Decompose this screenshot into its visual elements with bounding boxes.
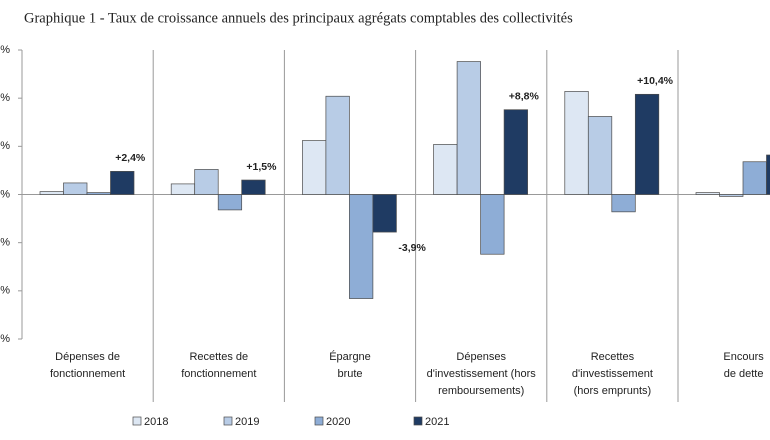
legend-label: 2021 <box>425 416 449 428</box>
value-label: +1,5% <box>246 161 277 173</box>
x-tick-label: Recettes de <box>189 351 248 363</box>
x-tick-label: fonctionnement <box>181 368 256 380</box>
bar <box>587 116 613 195</box>
y-tick-label: -10% <box>0 285 10 297</box>
value-label: +2,4% <box>115 152 146 164</box>
bar <box>170 183 196 195</box>
bar <box>564 91 589 195</box>
legend-swatch <box>223 416 233 426</box>
y-tick-label: 0% <box>0 188 10 200</box>
bar <box>325 95 350 195</box>
bar <box>194 169 219 195</box>
legend-swatch <box>413 416 423 426</box>
x-tick-label: Épargne <box>329 350 371 363</box>
x-tick-label: Dépenses de <box>55 351 120 363</box>
legend-swatch <box>314 416 324 426</box>
chart-title: Graphique 1 - Taux de croissance annuels… <box>24 10 573 26</box>
bar <box>349 194 374 299</box>
y-tick-label: 5% <box>0 140 10 152</box>
bar <box>456 61 481 195</box>
x-tick-label: fonctionnement <box>50 368 125 380</box>
y-tick-label: -15% <box>0 333 10 345</box>
bar <box>634 93 660 195</box>
x-tick-label: de dette <box>724 368 764 380</box>
x-tick-label: d'investissement <box>572 368 653 380</box>
bar <box>372 194 397 233</box>
bar <box>86 192 111 195</box>
bar <box>480 194 505 255</box>
x-tick-label: Encours <box>723 351 764 363</box>
legend-label: 2018 <box>144 416 168 428</box>
legend-swatch <box>132 416 142 426</box>
legend-label: 2020 <box>326 416 350 428</box>
bar <box>39 191 64 195</box>
bar <box>302 140 327 195</box>
x-tick-label: Recettes <box>591 351 635 363</box>
value-label: +10,4% <box>637 75 674 87</box>
x-tick-label: d'investissement (hors <box>427 368 537 380</box>
x-tick-label: remboursements) <box>438 385 524 397</box>
bar <box>241 179 266 195</box>
bar <box>742 161 767 195</box>
value-label: +8,8% <box>509 91 540 103</box>
bar <box>110 171 135 195</box>
bar <box>719 194 744 197</box>
bar <box>63 182 88 195</box>
bar <box>695 192 720 195</box>
bar <box>611 194 636 213</box>
x-tick-label: Dépenses <box>456 351 506 363</box>
value-label: -3,9% <box>398 242 426 254</box>
legend-label: 2019 <box>235 416 259 428</box>
y-tick-label: 15% <box>0 44 10 56</box>
bar <box>503 109 528 195</box>
x-tick-label: (hors emprunts) <box>574 385 652 397</box>
bar <box>766 154 770 195</box>
bar <box>433 144 458 195</box>
y-tick-label: -5% <box>0 237 10 249</box>
bar <box>217 194 243 211</box>
y-tick-label: 10% <box>0 92 10 104</box>
x-tick-label: brute <box>337 368 362 380</box>
